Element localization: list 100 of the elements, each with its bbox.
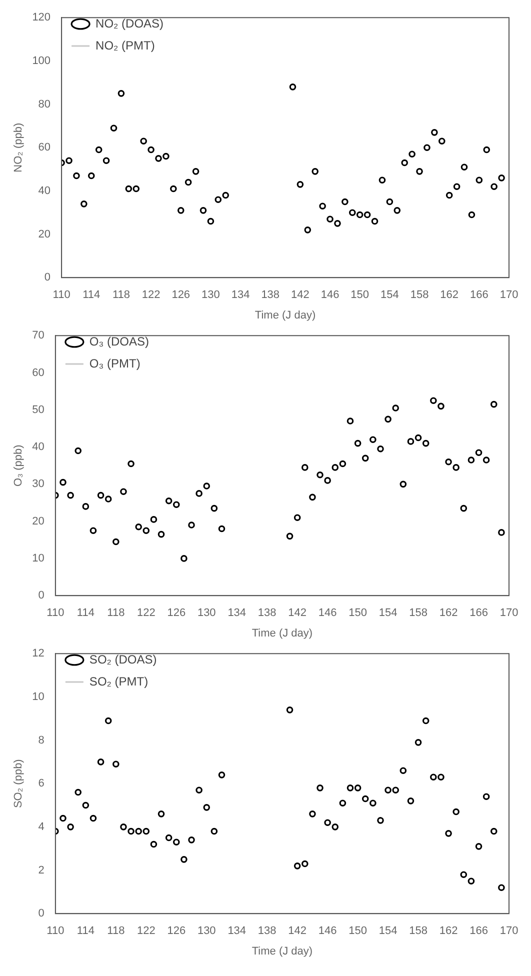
x-tick-label: 166 [470, 925, 488, 938]
y-tick-label: 60 [38, 142, 51, 154]
x-tick-label: 138 [258, 607, 276, 620]
x-tick-label: 150 [348, 607, 367, 620]
x-tick-label: 110 [46, 607, 64, 620]
point [460, 164, 468, 170]
point [135, 523, 142, 530]
point [210, 504, 218, 512]
point [112, 538, 120, 546]
point [453, 183, 460, 190]
point [460, 871, 468, 878]
point [120, 488, 127, 495]
legend-label: O₃ (DOAS) [89, 334, 149, 348]
point [66, 157, 72, 164]
x-tick-label: 146 [318, 607, 337, 620]
x-tick-label: 142 [288, 925, 307, 938]
point [60, 814, 66, 822]
point [104, 717, 112, 724]
x-tick-label: 150 [348, 925, 367, 938]
y-axis-title: SO₂ (ppb) [12, 759, 25, 808]
x-tick-label: 138 [258, 925, 276, 938]
x-tick-label: 110 [52, 289, 70, 302]
point [125, 185, 132, 192]
point [120, 824, 127, 830]
point [377, 817, 384, 824]
point [200, 207, 207, 214]
y-tick-label: 60 [32, 366, 44, 379]
point [128, 460, 134, 468]
x-tick-label: 130 [197, 925, 216, 938]
x-tick-label: 142 [291, 289, 310, 302]
x-tick-label: 122 [136, 925, 156, 938]
x-tick-label: 130 [202, 289, 220, 302]
point [142, 527, 150, 534]
point [142, 828, 150, 835]
point [424, 144, 430, 151]
point [180, 856, 188, 863]
legend-label: SO₂ (PMT) [89, 674, 148, 688]
x-tick-label: 126 [167, 925, 186, 938]
point [378, 176, 386, 184]
y-tick-label: 50 [32, 404, 44, 416]
point [490, 183, 498, 190]
x-tick-label: 118 [112, 289, 130, 302]
point [468, 211, 476, 218]
x-axis-title: Time (J day) [252, 945, 313, 958]
point [294, 862, 301, 870]
point [498, 174, 505, 182]
x-tick-label: 122 [142, 289, 160, 302]
point [140, 138, 147, 144]
point [400, 767, 407, 774]
point [97, 758, 104, 766]
x-tick-label: 154 [380, 289, 399, 302]
point [468, 878, 475, 884]
point [112, 760, 120, 768]
point [104, 496, 112, 502]
x-tick-label: 166 [470, 289, 488, 302]
point [414, 739, 422, 746]
point [309, 494, 316, 501]
x-tick-label: 170 [500, 925, 518, 938]
point [95, 146, 102, 154]
point [158, 810, 165, 818]
point [362, 795, 369, 802]
point [377, 445, 384, 452]
point [490, 828, 498, 835]
x-tick-label: 158 [409, 607, 428, 620]
point [334, 220, 341, 227]
point [422, 440, 430, 447]
point [408, 150, 416, 158]
point [342, 198, 348, 206]
point [475, 843, 482, 850]
y-tick-label: 12 [32, 648, 44, 660]
x-tick-label: 158 [410, 289, 429, 302]
point [414, 434, 422, 442]
y-tick-label: 6 [38, 778, 44, 790]
x-tick-label: 126 [172, 289, 190, 302]
point [386, 198, 394, 206]
y-tick-label: 80 [38, 98, 51, 110]
point [60, 478, 66, 486]
point [309, 810, 316, 818]
point [203, 804, 210, 811]
point [490, 400, 498, 408]
y-tick-label: 40 [38, 184, 51, 197]
point [82, 802, 90, 809]
point [82, 503, 90, 510]
x-tick-label: 158 [409, 925, 428, 938]
point [74, 447, 82, 454]
point [452, 464, 460, 471]
point [430, 774, 437, 780]
x-tick-label: 170 [500, 289, 518, 302]
x-tick-label: 162 [439, 607, 458, 620]
point [150, 840, 158, 848]
x-tick-label: 110 [46, 925, 64, 938]
point [319, 202, 326, 210]
point [172, 501, 180, 508]
point [407, 438, 414, 445]
point [148, 146, 154, 154]
point [430, 397, 437, 404]
x-tick-label: 134 [228, 607, 246, 620]
point [312, 168, 319, 175]
point [110, 124, 118, 132]
point [394, 207, 401, 214]
